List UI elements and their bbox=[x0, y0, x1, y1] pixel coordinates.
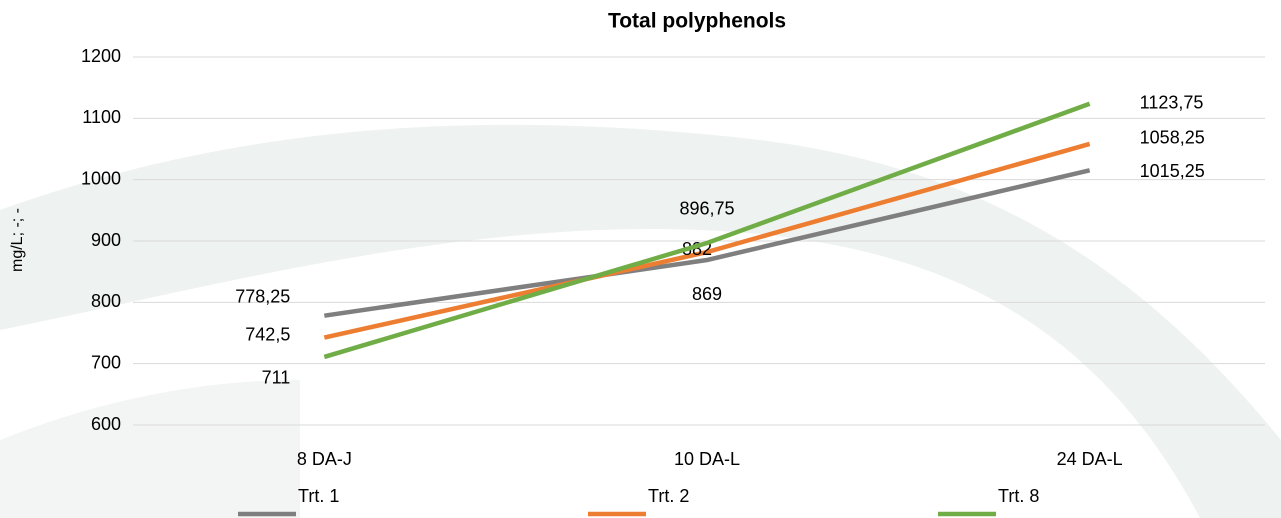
series-line bbox=[323, 101, 1091, 360]
data-label: 1123,75 bbox=[1140, 93, 1204, 113]
data-label: 869 bbox=[692, 284, 722, 304]
y-tick-label: 700 bbox=[91, 352, 121, 372]
y-tick-label: 1100 bbox=[82, 107, 121, 127]
y-tick-label: 800 bbox=[91, 291, 121, 311]
y-axis-label: mg/L; -; - bbox=[9, 208, 26, 272]
data-label: 742,5 bbox=[245, 324, 290, 344]
y-tick-label: 600 bbox=[91, 414, 121, 434]
data-label: 711 bbox=[262, 368, 291, 388]
legend-label: Trt. 1 bbox=[298, 486, 339, 506]
x-tick-label: 10 DA-L bbox=[674, 449, 740, 469]
data-label: 1058,25 bbox=[1140, 128, 1205, 148]
series-line bbox=[323, 141, 1091, 340]
legend-label: Trt. 8 bbox=[998, 486, 1039, 506]
x-tick-label: 24 DA-L bbox=[1057, 449, 1123, 469]
chart-title: Total polyphenols bbox=[608, 10, 786, 33]
data-label: 1015,25 bbox=[1140, 161, 1205, 181]
data-label: 896,75 bbox=[679, 199, 734, 219]
y-tick-label: 1000 bbox=[81, 168, 121, 188]
background-swoosh bbox=[0, 380, 300, 518]
series-line bbox=[324, 168, 1091, 318]
x-tick-label: 8 DA-J bbox=[297, 449, 352, 469]
background-swoosh bbox=[0, 124, 1281, 518]
y-tick-label: 900 bbox=[91, 230, 121, 250]
data-label: 778,25 bbox=[235, 286, 290, 306]
y-tick-label: 1200 bbox=[81, 46, 121, 66]
legend-label: Trt. 2 bbox=[648, 486, 689, 506]
